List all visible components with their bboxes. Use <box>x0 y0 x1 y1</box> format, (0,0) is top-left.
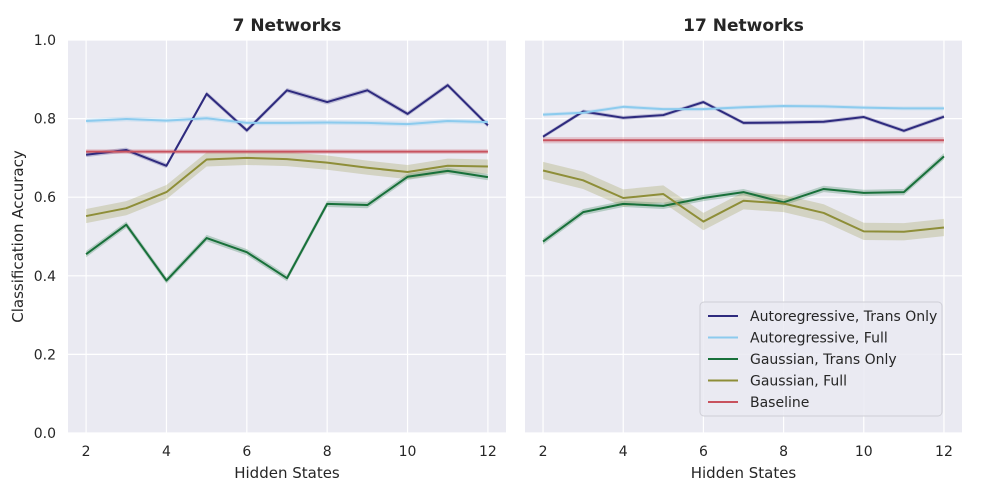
x-tick-label: 4 <box>162 444 171 460</box>
y-axis-label: Classification Accuracy <box>9 150 27 323</box>
x-tick-label: 10 <box>399 444 417 460</box>
series-line <box>542 155 945 243</box>
y-tick-label: 0.6 <box>34 190 56 206</box>
x-tick-label: 2 <box>539 444 548 460</box>
x-axis-label: Hidden States <box>691 464 797 482</box>
legend-label: Autoregressive, Trans Only <box>750 309 937 325</box>
series-line <box>542 105 944 116</box>
x-tick-label: 4 <box>619 444 628 460</box>
x-tick-label: 2 <box>82 444 91 460</box>
y-tick-label: 0.0 <box>34 426 56 442</box>
chart-title: 17 Networks <box>683 16 804 36</box>
legend-box <box>699 301 943 417</box>
y-tick-label: 0.4 <box>34 269 56 285</box>
y-tick-label: 0.2 <box>34 347 56 363</box>
legend-label: Autoregressive, Full <box>750 331 888 347</box>
series-band <box>543 100 944 139</box>
series-line <box>85 169 489 282</box>
y-tick-label: 0.8 <box>34 112 56 128</box>
series-line <box>86 117 488 126</box>
x-tick-label: 12 <box>479 444 497 460</box>
series-band <box>86 82 488 169</box>
legend-label: Gaussian, Full <box>750 374 847 390</box>
x-tick-label: 6 <box>242 444 251 460</box>
x-tick-label: 12 <box>935 444 953 460</box>
legend-label: Gaussian, Trans Only <box>750 352 897 368</box>
legend-label: Baseline <box>750 395 809 411</box>
x-tick-label: 8 <box>779 444 788 460</box>
x-tick-label: 8 <box>323 444 332 460</box>
x-tick-label: 6 <box>699 444 708 460</box>
x-tick-label: 10 <box>855 444 873 460</box>
x-axis-label: Hidden States <box>234 464 340 482</box>
legend: Autoregressive, Trans Only Autoregressive… <box>699 301 943 417</box>
series-line <box>85 84 489 167</box>
chart-title: 7 Networks <box>233 16 342 36</box>
series-line <box>542 101 945 138</box>
panel-2: 2 4 6 8 10 12 17 Networks Hidden States Autoregr… <box>525 16 962 482</box>
y-tick-label: 1.0 <box>34 33 56 49</box>
series-line <box>542 169 945 233</box>
series-line <box>85 156 488 218</box>
plot-area <box>68 40 506 433</box>
panel-1: 2 4 6 8 10 12 0.0 0.2 0.4 0.6 0.8 1.0 7 Networks Hidd… <box>9 16 506 482</box>
